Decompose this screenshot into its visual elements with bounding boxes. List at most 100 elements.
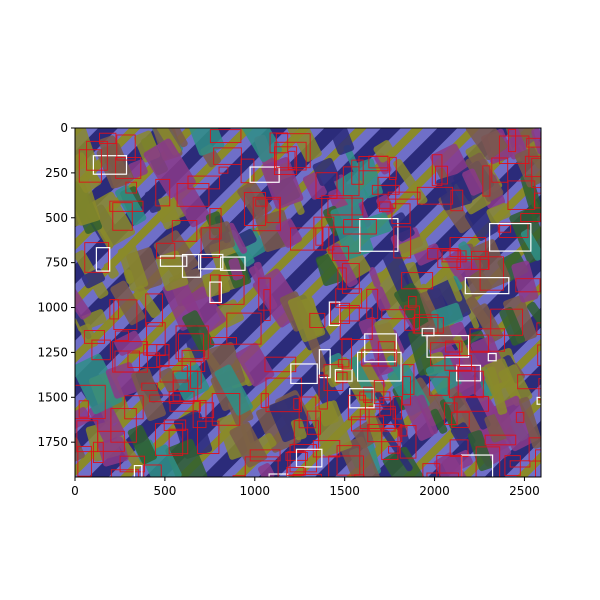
red-bounding-box	[490, 308, 524, 336]
red-bounding-box	[91, 339, 111, 361]
segment-region	[293, 128, 322, 162]
red-bounding-box	[275, 133, 311, 169]
red-bounding-box	[392, 396, 403, 420]
red-bounding-box	[171, 220, 198, 242]
red-bounding-box	[175, 325, 209, 360]
red-bounding-box	[315, 172, 338, 199]
y-tick-label: 1500	[37, 390, 68, 404]
red-bounding-box	[145, 293, 163, 327]
red-bounding-box	[379, 201, 391, 213]
segment-region	[343, 144, 364, 182]
red-bounding-box	[448, 370, 484, 399]
red-bounding-box	[84, 242, 109, 273]
axes-frame	[74, 127, 542, 478]
red-bounding-box	[479, 256, 504, 291]
red-bounding-box	[76, 420, 99, 453]
segment-region	[257, 463, 275, 477]
red-bounding-box	[260, 393, 269, 408]
segment-region	[114, 330, 143, 356]
red-bounding-box	[313, 216, 335, 251]
red-bounding-box	[332, 245, 350, 261]
segment-region	[134, 285, 161, 319]
red-bounding-box	[528, 437, 541, 462]
segment-region	[75, 353, 123, 415]
segment-region	[393, 158, 428, 205]
red-bounding-box	[342, 166, 360, 197]
red-bounding-box	[176, 183, 210, 207]
red-bounding-box	[371, 184, 400, 195]
red-bounding-box	[116, 134, 136, 161]
red-bounding-box	[373, 379, 385, 405]
segment-region	[293, 199, 305, 215]
red-bounding-box	[163, 419, 187, 431]
red-bounding-box	[520, 213, 541, 223]
red-bounding-box	[497, 225, 512, 233]
segment-region	[290, 418, 307, 441]
segment-region	[322, 128, 355, 155]
red-bounding-box	[78, 400, 89, 418]
red-bounding-box	[399, 425, 417, 459]
red-bounding-box	[367, 423, 403, 443]
segment-region	[368, 267, 381, 288]
segment-region	[105, 362, 141, 399]
red-bounding-box	[125, 181, 137, 194]
red-bounding-box	[156, 344, 170, 368]
red-bounding-box	[443, 402, 458, 425]
segment-region	[465, 128, 508, 161]
white-bounding-box	[198, 253, 224, 270]
x-tick-label: 1500	[329, 484, 360, 498]
red-bounding-box	[78, 149, 102, 183]
segment-region	[518, 396, 541, 449]
red-bounding-box	[306, 410, 321, 435]
red-bounding-box	[444, 355, 472, 371]
red-bounding-box	[535, 449, 541, 477]
segment-region	[375, 391, 401, 430]
red-bounding-box	[445, 340, 463, 353]
white-bounding-box	[489, 222, 532, 252]
segment-region	[128, 159, 148, 179]
segment-region	[431, 302, 464, 329]
red-bounding-box	[381, 309, 416, 320]
segment-region	[214, 364, 253, 416]
red-bounding-box	[168, 391, 195, 404]
segment-region	[79, 323, 99, 349]
segment-region	[287, 292, 326, 343]
y-tick-label: 1750	[37, 435, 68, 449]
red-bounding-box	[343, 219, 377, 235]
red-bounding-box	[327, 197, 364, 216]
red-bounding-box	[266, 198, 281, 224]
red-bounding-box	[209, 207, 222, 240]
segment-region	[436, 172, 473, 211]
red-bounding-box	[149, 394, 181, 403]
segment-region	[199, 221, 235, 254]
red-bounding-box	[187, 175, 221, 190]
red-bounding-box	[168, 428, 189, 455]
segment-region	[185, 128, 225, 156]
red-bounding-box	[526, 137, 541, 148]
red-bounding-box	[252, 196, 281, 232]
segment-region	[202, 269, 231, 298]
red-bounding-box	[426, 472, 459, 477]
segment-region	[110, 280, 146, 326]
white-bounding-box	[159, 255, 188, 267]
red-bounding-box	[232, 475, 246, 477]
red-bounding-box	[339, 304, 360, 322]
red-bounding-box	[218, 166, 229, 174]
segment-region	[450, 422, 476, 450]
red-bounding-box	[77, 445, 92, 477]
red-bounding-box	[347, 394, 366, 421]
white-bounding-box	[92, 155, 128, 175]
segment-region	[98, 135, 130, 189]
red-bounding-box	[336, 371, 348, 384]
red-bounding-box	[387, 191, 421, 200]
red-bounding-box	[141, 382, 158, 391]
red-bounding-box	[427, 248, 459, 260]
white-bounding-box	[487, 352, 497, 362]
red-bounding-box	[450, 189, 464, 212]
segment-region	[360, 397, 385, 449]
segment-region	[237, 180, 272, 220]
red-bounding-box	[387, 445, 401, 454]
red-bounding-box	[114, 350, 140, 373]
white-bounding-box	[133, 465, 143, 477]
white-bounding-box	[536, 396, 541, 405]
